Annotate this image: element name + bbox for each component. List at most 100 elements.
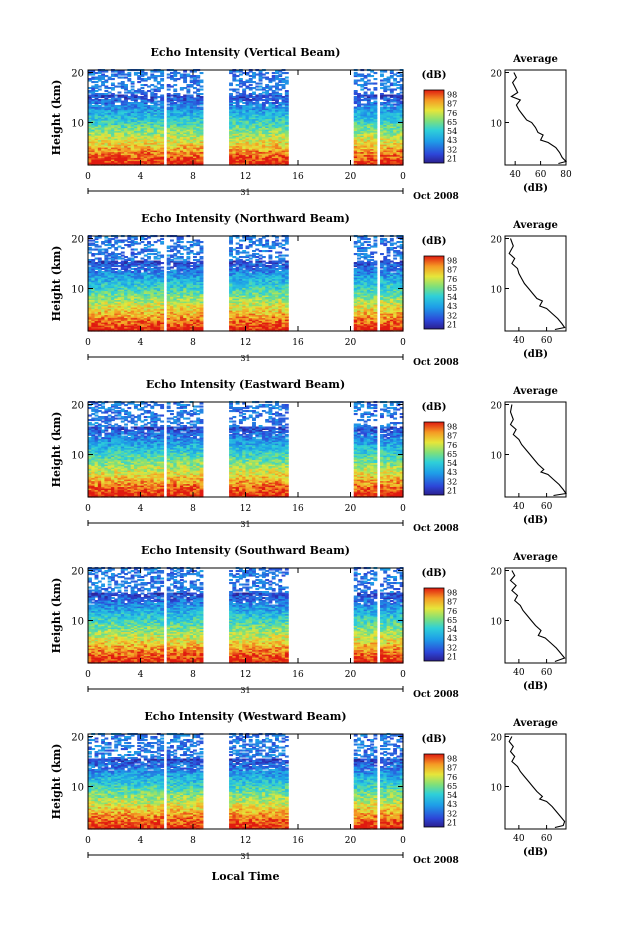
heatmap-cell [94,138,99,141]
heatmap-cell [88,138,92,141]
y-tick-label: 20 [71,69,84,80]
heatmap-cell [101,147,106,150]
heatmap-cell [156,148,161,151]
heatmap-cell [179,153,184,156]
heatmap-cell [268,148,273,151]
heatmap-cell [383,141,388,144]
heatmap-cell [140,160,145,163]
heatmap-cell [150,160,155,163]
heatmap-cell [373,129,378,132]
heatmap-cell [124,142,128,145]
heatmap-cell [104,159,109,162]
heatmap-cell [238,142,243,145]
heatmap-cell [258,132,263,135]
heatmap-cell [271,156,276,159]
heatmap-cell [137,160,142,163]
heatmap-cell [166,132,171,135]
heatmap-cell [199,145,204,148]
heatmap-cell [150,151,155,154]
heatmap-cell [245,151,250,154]
heatmap-cell [120,156,125,159]
heatmap-cell [353,129,358,132]
heatmap-cell [366,136,371,139]
heatmap-cell [183,157,188,160]
heatmap-cell [183,148,188,151]
heatmap-cell [127,141,132,144]
heatmap-cell [366,147,371,150]
heatmap-cell [353,151,358,154]
heatmap-cell [189,94,194,97]
heatmap-cell [383,142,388,145]
heatmap-cell [229,150,233,153]
heatmap-cell [252,141,256,144]
heatmap-cell [258,145,263,148]
heatmap-cell [370,142,375,145]
heatmap-cell [88,154,92,157]
heatmap-cell [360,157,365,160]
heatmap-cell [110,147,115,150]
heatmap-cell [383,139,388,142]
heatmap-cell [393,139,398,142]
heatmap-cell [179,132,184,135]
heatmap-cell [186,130,191,133]
heatmap-cell [117,145,122,148]
heatmap-cell [396,150,401,153]
heatmap-cell [196,156,201,159]
heatmap-cell [104,129,109,132]
heatmap-cell [242,157,247,160]
heatmap-cell [389,139,394,142]
heatmap-cell [143,139,148,142]
heatmap-cell [232,142,237,145]
heatmap-cell [399,141,404,144]
heatmap-cell [393,130,398,133]
heatmap-cell [150,127,155,130]
heatmap-cell [94,129,99,132]
heatmap-cell [366,156,371,159]
heatmap-cell [252,132,256,135]
heatmap-cell [193,145,197,148]
heatmap-cell [235,156,240,159]
heatmap-cell [91,154,96,157]
heatmap-cell [199,153,204,156]
heatmap-cell [189,141,194,144]
heatmap-cell [127,148,132,151]
heatmap-cell [166,142,171,145]
heatmap-cell [176,153,181,156]
heatmap-cell [189,147,194,150]
heatmap-cell [245,153,250,156]
heatmap-cell [176,132,181,135]
heatmap-cell [91,150,96,153]
heatmap-cell [189,153,194,156]
heatmap-cell [366,133,371,136]
heatmap-cell [265,150,270,153]
heatmap-cell [186,160,191,163]
heatmap-cell [199,136,204,139]
heatmap-cell [147,162,151,165]
heatmap-cell [370,157,375,160]
heatmap-cell [147,156,151,159]
heatmap-cell [179,157,184,160]
heatmap-cell [173,132,178,135]
heatmap-cell [265,135,270,138]
heatmap-cell [186,142,191,145]
heatmap-cell [383,129,388,132]
heatmap-cell [104,162,109,165]
heatmap-cell [268,154,273,157]
heatmap-cell [193,156,197,159]
heatmap-cell [245,141,250,144]
heatmap-cell [258,154,263,157]
heatmap-cell [265,132,270,135]
heatmap-cell [91,157,96,160]
heatmap-cell [389,159,394,162]
heatmap-cell [127,150,132,153]
heatmap-cell [399,150,404,153]
heatmap-cell [278,151,283,154]
heatmap-cell [153,153,158,156]
heatmap-cell [261,144,266,147]
heatmap-cell [399,145,404,148]
heatmap-cell [255,145,260,148]
heatmap-cell [147,159,151,162]
heatmap-cell [386,156,391,159]
heatmap-cell [179,160,184,163]
heatmap-cell [147,135,151,138]
